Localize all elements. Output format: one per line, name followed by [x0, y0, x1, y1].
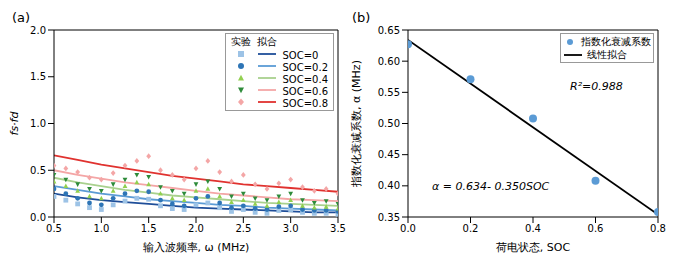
html-text:α = 0.634- 0.350SOC: α = 0.634- 0.350SOC	[432, 180, 550, 193]
svg-text:2.5: 2.5	[235, 223, 251, 234]
svg-text:2.0: 2.0	[188, 223, 204, 234]
html-text:R²=0.988: R²=0.988	[570, 80, 623, 93]
svg-text:3.5: 3.5	[330, 223, 346, 234]
svg-text:fs·fd: fs·fd	[8, 111, 21, 136]
html-text:SOC=0.8: SOC=0.8	[282, 97, 328, 109]
svg-text:荷电状态, SOC: 荷电状态, SOC	[496, 241, 571, 254]
svg-text:0.0: 0.0	[30, 212, 46, 223]
html-text:SOC=0.4: SOC=0.4	[282, 73, 328, 85]
html-text:SOC=0.6: SOC=0.6	[282, 85, 328, 97]
svg-text:0.55: 0.55	[378, 87, 400, 98]
svg-text:0.50: 0.50	[378, 118, 400, 129]
svg-text:指数化衰减系数, α (MHz): 指数化衰减系数, α (MHz)	[350, 60, 363, 188]
html-text:(a): (a)	[12, 10, 31, 25]
svg-text:1.5: 1.5	[30, 71, 46, 82]
svg-text:0.60: 0.60	[378, 56, 400, 67]
svg-text:0.5: 0.5	[46, 223, 62, 234]
html-text:拟合: 拟合	[256, 36, 277, 47]
svg-text:1.5: 1.5	[141, 223, 157, 234]
svg-text:0.45: 0.45	[378, 149, 400, 160]
svg-text:0.5: 0.5	[30, 165, 46, 176]
svg-text:0.65: 0.65	[378, 25, 400, 36]
svg-text:0.35: 0.35	[378, 212, 400, 223]
svg-text:3.0: 3.0	[283, 223, 299, 234]
svg-text:1.0: 1.0	[93, 223, 109, 234]
svg-text:1.0: 1.0	[30, 118, 46, 129]
svg-text:0.40: 0.40	[378, 180, 400, 191]
svg-text:0.2: 0.2	[463, 223, 479, 234]
html-text:实验: 实验	[230, 36, 251, 47]
svg-text:输入波频率, ω (MHz): 输入波频率, ω (MHz)	[143, 241, 250, 254]
html-text:线性拟合: 线性拟合	[587, 49, 627, 60]
svg-text:0.8: 0.8	[650, 223, 666, 234]
svg-text:2.0: 2.0	[30, 25, 46, 36]
html-text:SOC=0: SOC=0	[282, 49, 319, 61]
html-text:(b): (b)	[352, 10, 371, 25]
svg-text:0.0: 0.0	[400, 223, 416, 234]
html-text:SOC=0.2: SOC=0.2	[282, 61, 328, 73]
html-text:指数化衰减系数: 指数化衰减系数	[581, 36, 651, 47]
svg-text:0.6: 0.6	[588, 223, 604, 234]
svg-text:0.4: 0.4	[525, 223, 541, 234]
